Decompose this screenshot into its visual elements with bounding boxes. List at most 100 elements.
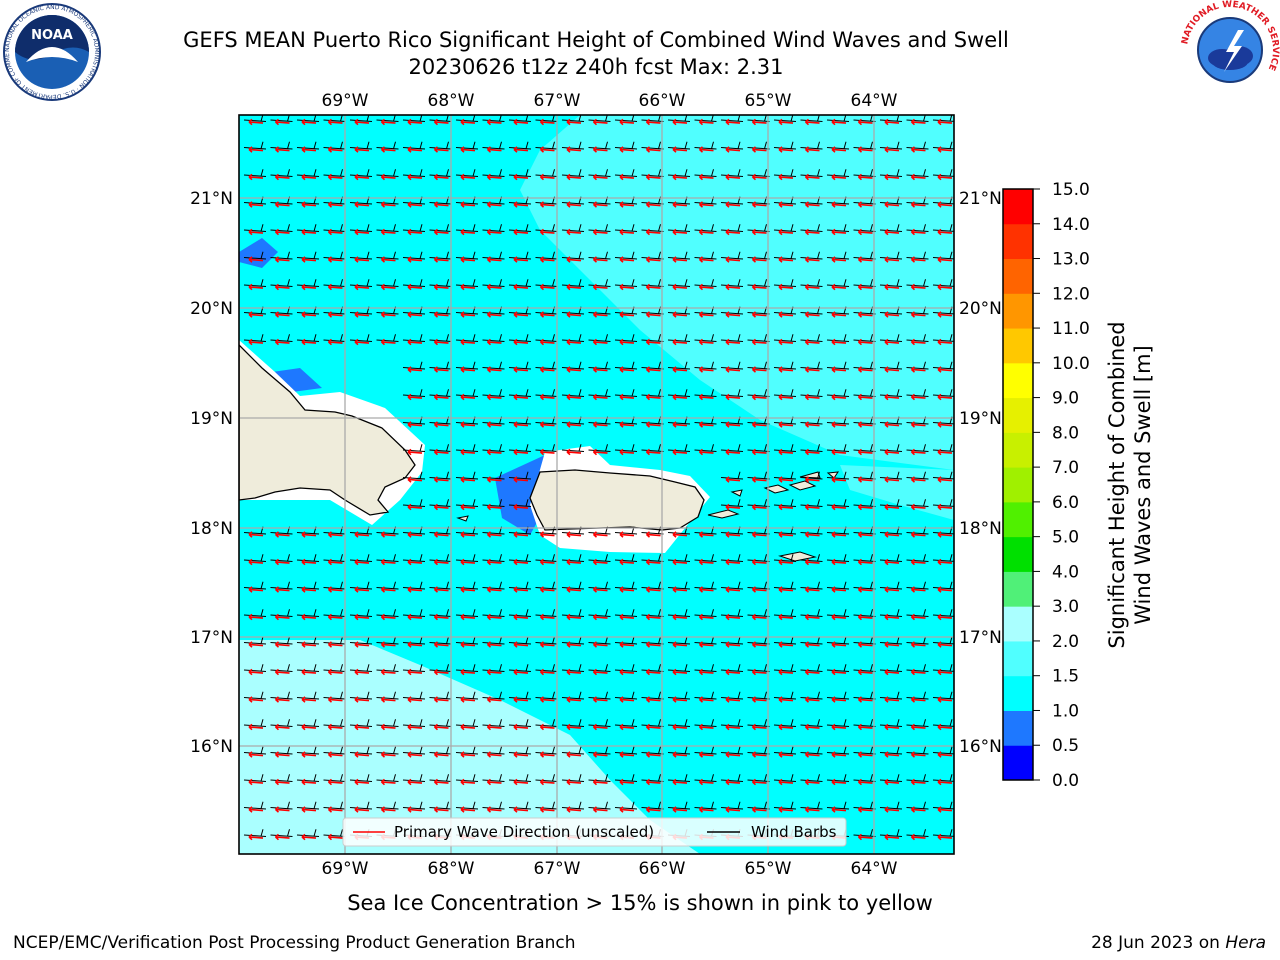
wave-direction-arrow: [804, 778, 820, 786]
wind-barb: [800, 444, 823, 452]
colorbar-tick-label: 1.5: [1052, 667, 1079, 687]
wind-barb: [853, 499, 876, 507]
wave-direction-arrow: [433, 723, 449, 731]
wind-barb: [906, 444, 929, 452]
wave-direction-arrow: [566, 118, 582, 126]
wind-barb: [402, 251, 426, 260]
wave-contour-low-nw: [239, 238, 278, 268]
wind-barb: [323, 774, 346, 782]
wind-barb: [482, 774, 505, 782]
wave-direction-arrow: [354, 283, 370, 291]
wind-barb: [614, 636, 638, 645]
wave-direction-arrow: [778, 668, 794, 676]
wave-direction-arrow: [539, 586, 555, 593]
wave-direction-arrow: [301, 778, 317, 786]
wind-barb: [349, 691, 373, 700]
wave-direction-arrow: [301, 146, 317, 153]
wave-direction-arrow: [513, 338, 529, 346]
wave-direction-arrow: [486, 118, 502, 126]
colorbar-segment: [1003, 640, 1033, 677]
wind-barb: [667, 389, 691, 397]
wind-barb: [641, 664, 664, 672]
wind-barb: [614, 224, 638, 232]
wave-direction-arrow: [672, 751, 688, 758]
wave-direction-arrow: [566, 201, 582, 208]
wind-barb: [429, 664, 452, 672]
wind-barb: [614, 801, 638, 810]
wind-barb: [323, 829, 346, 837]
wave-direction-arrow: [354, 723, 370, 731]
wave-direction-arrow: [698, 311, 714, 318]
wind-barb: [773, 169, 797, 177]
lat-label: 21°N: [190, 189, 233, 209]
wave-direction-arrow: [831, 613, 847, 621]
wave-direction-arrow: [645, 613, 661, 621]
wave-direction-arrow: [592, 641, 608, 648]
wind-barb: [720, 554, 744, 562]
wave-direction-arrow: [354, 118, 370, 126]
wave-direction-arrow: [592, 311, 608, 318]
wave-direction-arrow: [486, 806, 502, 813]
wave-direction-arrow: [778, 476, 794, 483]
wind-barb: [402, 691, 426, 700]
wind-barb: [879, 636, 903, 645]
wind-barb: [561, 169, 585, 177]
wind-barb: [482, 389, 505, 397]
wave-direction-arrow: [751, 201, 767, 208]
wind-barb: [455, 609, 479, 617]
wave-direction-arrow: [857, 558, 873, 566]
wave-direction-arrow: [433, 751, 449, 758]
wind-barb: [402, 444, 426, 452]
wind-barb: [482, 169, 505, 177]
lat-label: 17°N: [959, 628, 1002, 648]
wave-direction-arrow: [645, 393, 661, 401]
wind-barb: [535, 334, 558, 342]
wind-barb: [826, 471, 850, 480]
wind-barb: [482, 554, 505, 562]
wave-direction-arrow: [778, 531, 794, 538]
wave-direction-arrow: [857, 531, 873, 538]
wind-barb: [508, 141, 532, 150]
wind-barb: [243, 169, 267, 177]
wind-barb: [482, 141, 505, 150]
wave-direction-arrow: [884, 641, 900, 648]
wave-direction-arrow: [619, 531, 635, 538]
wave-direction-arrow: [539, 366, 555, 373]
wind-barb: [508, 334, 532, 342]
wind-barb: [296, 746, 320, 755]
wind-barb: [747, 361, 770, 370]
wave-direction-arrow: [645, 256, 661, 263]
wind-barb: [641, 224, 664, 232]
wave-direction-arrow: [910, 723, 926, 731]
wave-direction-arrow: [407, 366, 423, 373]
wave-direction-arrow: [725, 228, 741, 236]
wave-direction-arrow: [751, 723, 767, 731]
wave-direction-arrow: [857, 751, 873, 758]
wave-direction-arrow: [725, 448, 741, 456]
wave-direction-arrow: [910, 531, 926, 538]
wave-direction-arrow: [327, 118, 343, 126]
wind-barb: [455, 471, 479, 480]
wave-direction-arrow: [619, 366, 635, 373]
land-anegada: [826, 471, 840, 479]
wave-direction-arrow: [539, 228, 555, 236]
wave-direction-arrow: [327, 806, 343, 813]
wave-direction-arrow: [566, 173, 582, 181]
wind-barb: [826, 499, 850, 507]
map-frame: [238, 114, 955, 855]
wind-barb: [773, 801, 797, 810]
wave-direction-arrow: [910, 586, 926, 593]
wind-barb: [508, 444, 532, 452]
wind-barb: [932, 746, 954, 755]
wave-direction-arrow: [513, 311, 529, 318]
wave-direction-arrow: [619, 421, 635, 428]
wave-direction-arrow: [486, 696, 502, 703]
wave-direction-arrow: [513, 531, 529, 538]
wind-barb: [667, 554, 691, 562]
wave-direction-arrow: [804, 558, 820, 566]
wave-direction-arrow: [857, 201, 873, 208]
wave-direction-arrow: [380, 751, 396, 758]
wave-direction-arrow: [619, 146, 635, 153]
wind-barb: [296, 581, 320, 590]
